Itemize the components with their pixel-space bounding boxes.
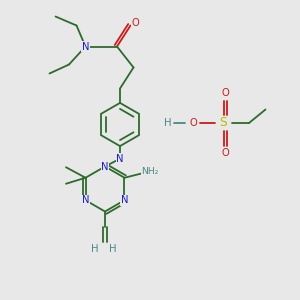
Text: H: H [164,118,172,128]
Text: N: N [82,195,89,205]
Text: O: O [221,88,229,98]
Text: N: N [116,154,124,164]
Text: N: N [121,195,128,205]
Text: H: H [91,244,98,254]
Text: N: N [101,161,109,172]
Text: S: S [220,116,227,130]
Text: NH₂: NH₂ [141,167,159,176]
Text: O: O [131,18,139,28]
Text: O: O [221,148,229,158]
Text: O: O [189,118,197,128]
Text: N: N [82,41,89,52]
Text: H: H [109,244,116,254]
